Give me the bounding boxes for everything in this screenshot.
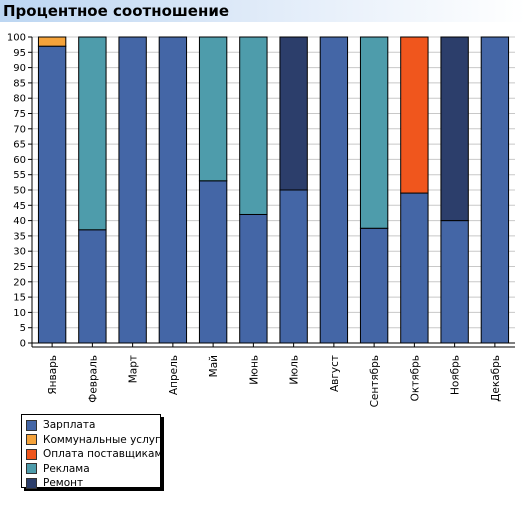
legend-swatch — [26, 419, 37, 431]
legend-swatch — [26, 448, 37, 460]
legend-item: Ремонт — [26, 476, 160, 491]
x-tick-label: Февраль — [87, 355, 99, 403]
y-tick-label: 35 — [13, 231, 26, 242]
x-tick-label: Январь — [47, 355, 59, 395]
x-tick-label: Декабрь — [490, 355, 502, 402]
bar-segment — [359, 36, 389, 229]
y-tick-label: 60 — [13, 155, 26, 166]
x-tick-label: Июль — [289, 355, 301, 385]
y-tick-label: 45 — [13, 201, 26, 212]
x-tick-label: Апрель — [168, 355, 180, 395]
bar-segment — [37, 36, 67, 47]
bar-segment — [239, 213, 268, 344]
y-tick-label: 65 — [13, 140, 26, 151]
bar-segment — [480, 36, 510, 344]
bar-segment — [279, 189, 308, 344]
bar-segment — [78, 229, 107, 344]
legend-label: Реклама — [43, 462, 90, 475]
legend-swatch — [26, 477, 37, 489]
y-tick-label: 70 — [13, 124, 26, 135]
bar-segment — [400, 36, 429, 194]
bar-segment — [37, 45, 67, 344]
x-tick-label: Июнь — [248, 355, 260, 385]
chart-legend: Зарплата Коммунальные услуги Оплата постав… — [21, 414, 161, 491]
legend-item: Реклама — [26, 462, 160, 477]
y-tick-label: 10 — [13, 308, 26, 319]
x-tick-label: Август — [329, 355, 341, 392]
y-tick-label: 75 — [13, 109, 26, 120]
y-tick-label: 95 — [13, 48, 26, 59]
legend-label: Оплата поставщикам — [43, 448, 160, 461]
y-tick-label: 25 — [13, 262, 26, 273]
y-tick-label: 30 — [13, 247, 26, 258]
x-tick-label: Сентябрь — [369, 355, 381, 407]
y-tick-label: 20 — [13, 277, 26, 288]
bar-segment — [239, 36, 268, 215]
bar-segment — [319, 36, 349, 344]
y-tick-label: 5 — [20, 323, 26, 334]
x-tick-label: Май — [208, 355, 220, 377]
bar-segment — [198, 36, 228, 182]
legend-label: Коммунальные услуги — [43, 433, 160, 446]
bar-segment — [359, 227, 389, 344]
legend-item: Коммунальные услуги — [26, 433, 160, 448]
bar-segment — [440, 36, 469, 222]
y-tick-label: 80 — [13, 94, 26, 105]
y-tick-label: 85 — [13, 78, 26, 89]
legend-label: Ремонт — [43, 477, 84, 490]
legend-item: Оплата поставщикам — [26, 447, 160, 462]
bar-segment — [118, 36, 147, 344]
y-tick-label: 0 — [20, 339, 26, 350]
bar-segment — [158, 36, 188, 344]
y-tick-label: 40 — [13, 216, 26, 227]
bar-segment — [279, 36, 308, 191]
x-tick-label: Ноябрь — [450, 355, 462, 395]
bar-segment — [198, 180, 228, 344]
y-tick-label: 90 — [13, 63, 26, 74]
legend-item: Зарплата — [26, 418, 160, 433]
y-tick-label: 55 — [13, 170, 26, 181]
bar-segment — [440, 220, 469, 344]
chart-title-bar: Процентное соотношение — [0, 0, 526, 22]
y-tick-label: 50 — [13, 186, 26, 197]
x-tick-label: Октябрь — [409, 355, 421, 401]
x-tick-label: Март — [128, 355, 140, 383]
y-tick-label: 15 — [13, 293, 26, 304]
legend-swatch — [26, 463, 37, 475]
y-tick-label: 100 — [7, 33, 26, 44]
bar-segment — [400, 192, 429, 344]
chart-title: Процентное соотношение — [3, 2, 230, 20]
legend-label: Зарплата — [43, 419, 96, 432]
bar-segment — [78, 36, 107, 231]
legend-swatch — [26, 434, 37, 446]
